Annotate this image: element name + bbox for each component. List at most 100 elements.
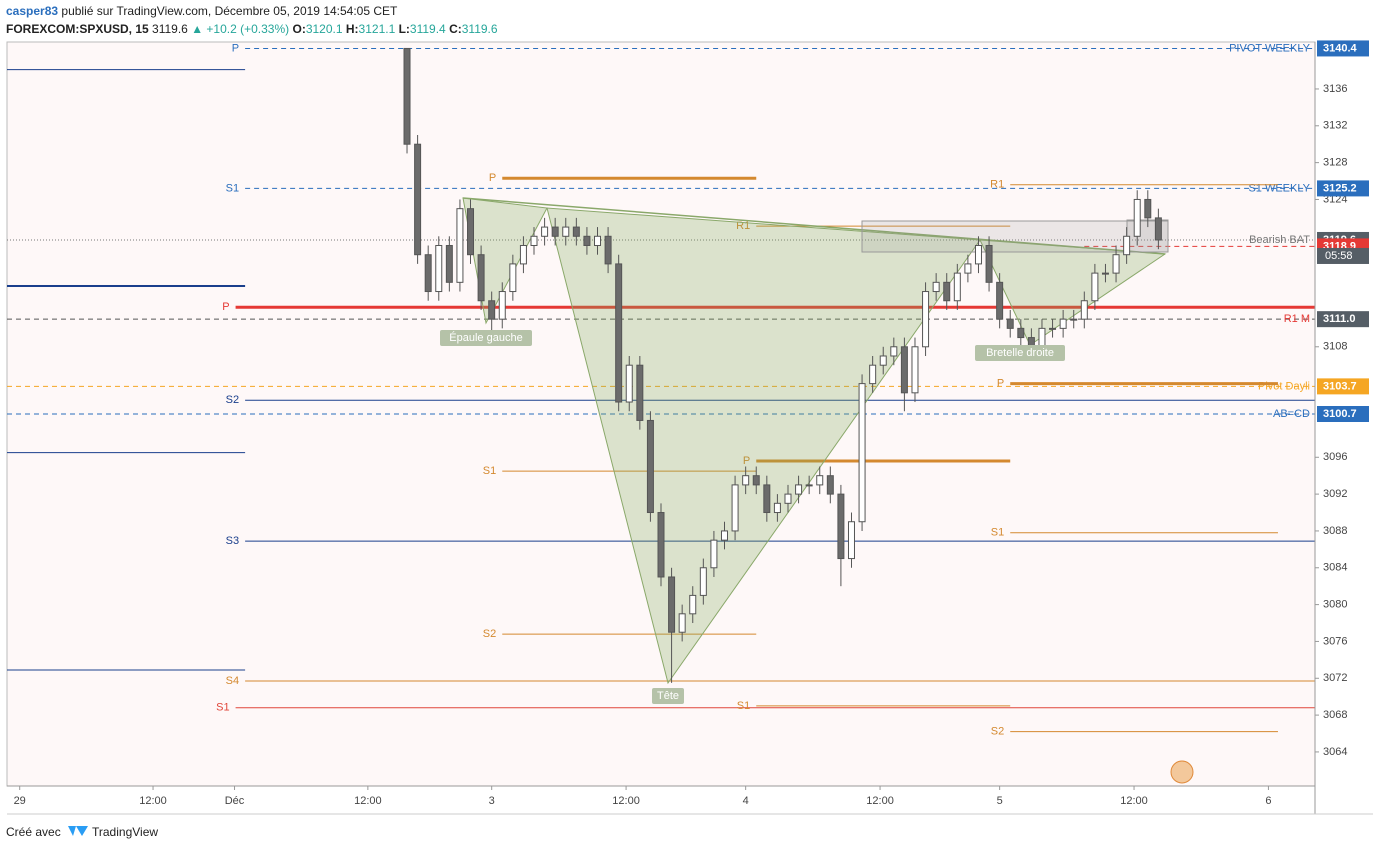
level-tag: Bearish BAT <box>1249 234 1310 246</box>
candle-body <box>1154 217 1162 241</box>
y-tick-label: 3076 <box>1323 635 1347 647</box>
axes: 3064 3068 3072 3076 3080 3084 3088 3092 3096 3108… <box>14 40 1369 807</box>
level-label: P <box>222 301 229 313</box>
footer-text: Créé avec <box>6 825 61 839</box>
level-label: P <box>743 455 750 467</box>
candle-body <box>784 493 792 504</box>
candle-body <box>424 254 432 293</box>
candle-body <box>509 263 517 293</box>
price-badge <box>1317 406 1369 422</box>
level-label: S2 <box>483 628 496 640</box>
price-badge-label: 3103.7 <box>1323 380 1357 392</box>
countdown-badge <box>1317 247 1369 264</box>
header-line: casper83 publié sur TradingView.com, Déc… <box>6 4 398 18</box>
candle-body <box>890 346 898 357</box>
candle-body <box>477 254 485 302</box>
candle-body <box>763 484 771 514</box>
candle-body <box>922 291 930 348</box>
level-label: S1 <box>226 182 239 194</box>
candle-body <box>414 143 422 256</box>
annotation: Tête <box>657 690 679 702</box>
candle-body <box>657 512 665 578</box>
candle-body <box>837 493 845 560</box>
ohlc-key: O: <box>292 22 305 36</box>
y-tick-label: 3080 <box>1323 599 1347 611</box>
event-icon <box>1170 760 1194 784</box>
bearish-bat-box <box>861 220 1169 253</box>
candle-body <box>646 419 654 514</box>
candle-body <box>858 383 866 523</box>
y-tick-label: 3072 <box>1323 672 1347 684</box>
level-label: S1 <box>737 700 750 712</box>
annotation-bg <box>975 345 1065 361</box>
level-label: R1 <box>990 179 1004 191</box>
candle-body <box>1049 327 1057 330</box>
candles <box>403 47 1162 683</box>
neckline <box>462 197 1166 255</box>
candle-body <box>731 484 739 532</box>
candle-body <box>943 281 951 302</box>
annotation: Épaule gauche <box>449 331 522 344</box>
level-tag: AB=CD <box>1273 408 1310 420</box>
candle-body <box>805 484 813 487</box>
y-tick-label: 3064 <box>1323 746 1347 758</box>
candle-body <box>678 613 686 633</box>
ohlc-value: 3119.6 <box>462 22 498 36</box>
candle-body <box>1070 318 1078 321</box>
level-label: S1 <box>216 702 229 714</box>
candle-body <box>541 226 549 237</box>
candle-body <box>710 539 718 569</box>
candle-body <box>816 475 824 486</box>
level-label: S3 <box>226 535 239 547</box>
price-badge <box>1317 311 1369 328</box>
author: casper83 <box>6 4 58 18</box>
candle-body <box>445 244 453 283</box>
level-label: P <box>232 42 239 54</box>
change: ▲ +10.2 (+0.33%) <box>191 22 289 36</box>
symbol-line: FOREXCOM:SPXUSD, 15 3119.6 ▲ +10.2 (+0.3… <box>6 22 498 36</box>
footer-brand: TradingView <box>92 825 158 839</box>
candle-body <box>636 364 644 421</box>
candle-body <box>1112 254 1120 274</box>
candle-body <box>953 272 961 302</box>
annotations: Épaule gauche Tête Bretelle droite <box>440 330 1065 704</box>
y-tick-label: 3092 <box>1323 488 1347 500</box>
ohlc-value: 3119.4 <box>410 22 446 36</box>
x-tick-label: Déc <box>225 795 245 807</box>
candle-body <box>932 281 940 293</box>
candle-body <box>1080 300 1088 320</box>
price-badge-label: 3140.4 <box>1323 42 1358 54</box>
level-label: P <box>997 378 1004 390</box>
x-tick-label: 12:00 <box>612 795 640 807</box>
annotation-bg <box>652 688 684 704</box>
level-label: S4 <box>226 675 239 687</box>
candle-body <box>974 244 982 265</box>
candle-body <box>752 475 760 486</box>
candle-body <box>689 594 697 615</box>
candle-body <box>530 235 538 246</box>
annotation: Bretelle droite <box>986 347 1054 359</box>
candle-body <box>826 475 834 495</box>
candle-body <box>625 364 633 403</box>
y-tick-label: 3096 <box>1323 451 1347 463</box>
countdown: 05:58 <box>1325 250 1353 262</box>
candle-body <box>615 263 623 403</box>
y-tick-label: 3132 <box>1323 120 1347 132</box>
candle-body <box>1017 327 1025 339</box>
level-label: P <box>489 172 496 184</box>
level-label: S1 <box>991 527 1004 539</box>
y-tick-label: 3108 <box>1323 341 1347 353</box>
candle-body <box>551 226 559 237</box>
candle-body <box>498 291 506 320</box>
ohlc-key: C: <box>449 22 462 36</box>
ohlc-value: 3120.1 <box>306 22 343 36</box>
candle-body <box>1059 318 1067 329</box>
level-tag: R1 M <box>1284 313 1310 325</box>
ohlc-key: H: <box>346 22 359 36</box>
y-tick-label: 3084 <box>1323 562 1347 574</box>
candle-body <box>562 226 570 237</box>
candle-body <box>403 47 411 145</box>
level-tag: PIVOT WEEKLY <box>1229 42 1311 54</box>
candle-body <box>467 208 475 256</box>
